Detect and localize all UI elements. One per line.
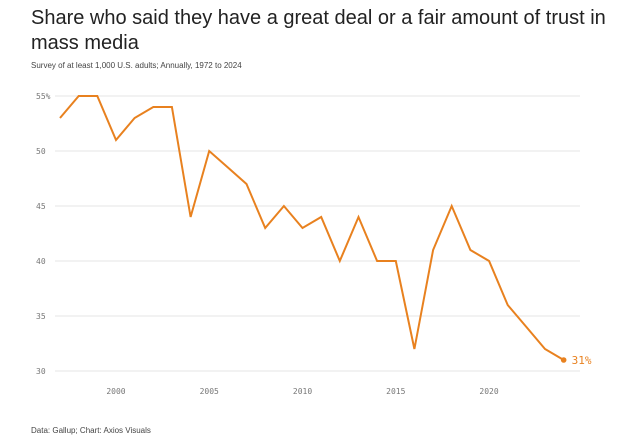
y-tick-label: 45 [36, 202, 46, 211]
end-point-marker [560, 357, 567, 363]
chart-title: Share who said they have a great deal or… [31, 7, 606, 54]
grid-lines [55, 95, 580, 372]
series-layer [59, 95, 565, 361]
y-tick-label: 55% [36, 92, 51, 101]
x-tick-label: 2010 [293, 387, 312, 396]
y-tick-label: 35 [36, 312, 46, 321]
y-tick-label: 30 [36, 367, 46, 376]
y-axis-ticks: 30 35 40 45 50 55% [36, 92, 51, 376]
source-note: Data: Gallup; Chart: Axios Visuals [31, 426, 151, 435]
chart-subtitle: Survey of at least 1,000 U.S. adults; An… [31, 61, 242, 70]
y-tick-label: 50 [36, 147, 46, 156]
x-tick-label: 2005 [200, 387, 219, 396]
x-axis-ticks: 2000 2005 2010 2015 2020 [106, 387, 499, 396]
end-value-label: 31% [572, 354, 592, 367]
series-line [59, 95, 565, 361]
y-tick-label: 40 [36, 257, 46, 266]
x-tick-label: 2020 [479, 387, 498, 396]
end-marker-layer: 31% [560, 354, 592, 367]
x-tick-label: 2000 [106, 387, 125, 396]
x-tick-label: 2015 [386, 387, 405, 396]
